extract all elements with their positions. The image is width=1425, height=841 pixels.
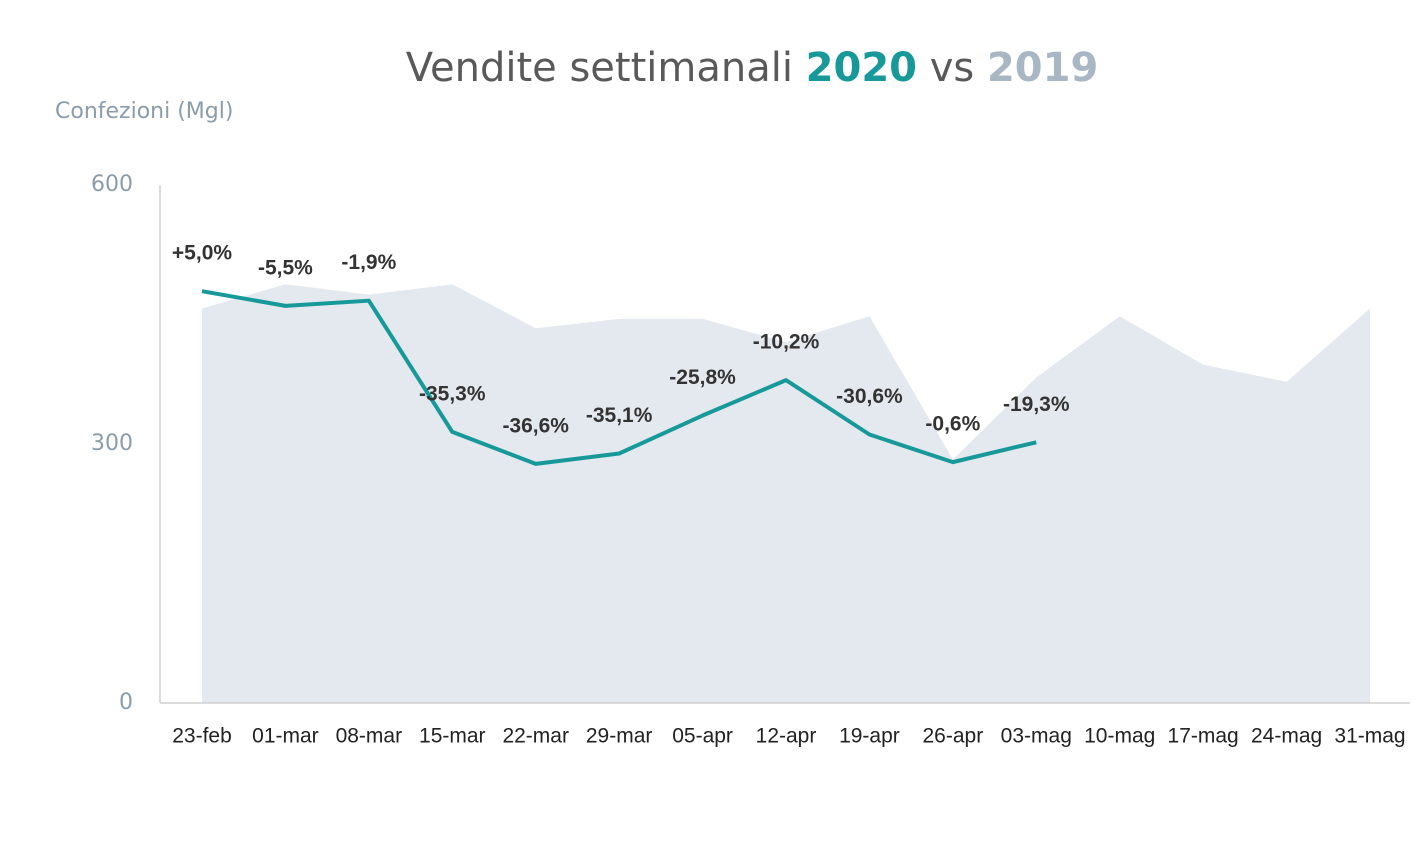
x-tick-label: 10-mag bbox=[1084, 725, 1155, 748]
data-label: -5,5% bbox=[258, 256, 313, 279]
chart-title: Vendite settimanali 2020 vs 2019 bbox=[406, 45, 1099, 91]
x-tick-label: 26-apr bbox=[923, 725, 984, 748]
x-tick-label: 19-apr bbox=[839, 725, 900, 748]
y-tick-label: 600 bbox=[91, 172, 133, 197]
title-text: Vendite settimanali bbox=[406, 45, 793, 91]
data-label: -35,3% bbox=[419, 382, 486, 405]
data-label: -30,6% bbox=[836, 385, 903, 408]
title-connector: vs bbox=[930, 45, 975, 91]
data-label: -10,2% bbox=[753, 331, 820, 354]
area bbox=[202, 284, 1370, 703]
line bbox=[201, 289, 1037, 466]
x-tick-label: 17-mag bbox=[1168, 725, 1239, 748]
x-tick-label: 22-mar bbox=[502, 725, 569, 748]
x-tick-label: 29-mar bbox=[586, 725, 653, 748]
title-series: 2019 bbox=[987, 45, 1098, 91]
data-label: -0,6% bbox=[925, 413, 980, 436]
data-label: -25,8% bbox=[669, 366, 736, 389]
x-tick-label: 01-mar bbox=[252, 725, 319, 748]
x-tick-label: 08-mar bbox=[336, 725, 403, 748]
x-tick-label: 12-apr bbox=[756, 725, 817, 748]
x-tick-label: 31-mag bbox=[1334, 725, 1405, 748]
x-tick-label: 15-mar bbox=[419, 725, 486, 748]
data-label: -19,3% bbox=[1003, 393, 1070, 416]
y-tick-label: 0 bbox=[119, 690, 133, 715]
data-label: -35,1% bbox=[586, 404, 653, 427]
y-tick-label: 300 bbox=[91, 431, 133, 456]
y-axis-label: Confezioni (Mgl) bbox=[55, 99, 233, 124]
data-label: -36,6% bbox=[502, 414, 569, 437]
x-tick-label: 24-mag bbox=[1251, 725, 1322, 748]
x-tick-label: 23-feb bbox=[172, 725, 232, 748]
data-label: -1,9% bbox=[341, 251, 396, 274]
x-tick-label: 03-mag bbox=[1001, 725, 1072, 748]
title-series: 2020 bbox=[806, 45, 917, 91]
data-label: +5,0% bbox=[172, 242, 232, 265]
x-tick-label: 05-apr bbox=[672, 725, 733, 748]
